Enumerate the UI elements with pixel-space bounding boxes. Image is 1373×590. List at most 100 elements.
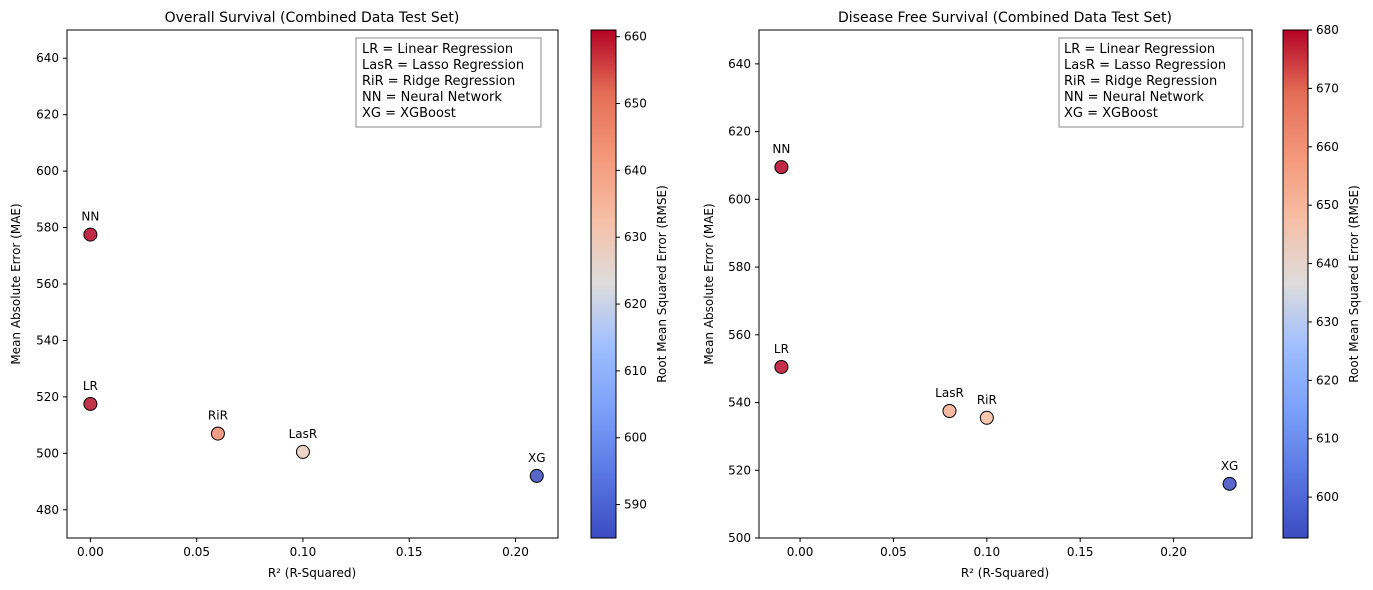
y-tick-label: 580: [36, 221, 59, 235]
legend-line: NN = Neural Network: [1064, 90, 1204, 105]
chart-title: Disease Free Survival (Combined Data Tes…: [838, 10, 1172, 26]
chart-title: Overall Survival (Combined Data Test Set…: [165, 10, 460, 26]
colorbar-tick-label: 600: [1316, 490, 1339, 504]
x-axis-ticks: 0.00 0.05 0.10 0.15 0.20: [787, 538, 1187, 559]
scatter-point-nn: [83, 227, 98, 242]
x-tick-label: 0.20: [502, 545, 529, 559]
colorbar: 590 600 610 620 630 640 650 660 Root Mean Squar…: [590, 29, 669, 539]
x-tick-label: 0.00: [77, 545, 104, 559]
y-tick-label: 520: [36, 390, 59, 404]
legend-line: LR = Linear Regression: [362, 42, 513, 57]
colorbar-tick-label: 630: [624, 230, 647, 244]
colorbar-ticks: 590 600 610 620 630 640 650 660: [616, 30, 647, 512]
scatter-point-lr: [83, 396, 98, 411]
legend-line: NN = Neural Network: [362, 90, 502, 105]
overall-survival-panel: Overall Survival (Combined Data Test Set…: [9, 10, 669, 580]
y-axis-label: Mean Absolute Error (MAE): [9, 203, 23, 364]
y-tick-label: 620: [36, 108, 59, 122]
y-tick-label: 640: [728, 57, 751, 71]
colorbar-tick-label: 600: [624, 431, 647, 445]
colorbar-tick-label: 620: [1316, 373, 1339, 387]
y-tick-label: 600: [36, 164, 59, 178]
colorbar-tick-label: 610: [624, 364, 647, 378]
y-tick-label: 540: [36, 333, 59, 347]
x-tick-label: 0.10: [973, 545, 1000, 559]
colorbar-tick-label: 670: [1316, 81, 1339, 95]
y-tick-label: 500: [36, 446, 59, 460]
point-label: LasR: [289, 427, 318, 441]
legend-line: XG = XGBoost: [362, 106, 456, 121]
scatter-point-rir: [979, 410, 994, 425]
scatter-point-lr: [774, 359, 789, 374]
colorbar-tick-label: 680: [1316, 23, 1339, 37]
colorbar: 600 610 620 630 640 650 660 670 680 Root Mean Sq…: [1282, 23, 1361, 539]
x-tick-label: 0.20: [1160, 545, 1187, 559]
x-axis-label: R² (R-Squared): [268, 566, 356, 580]
y-tick-label: 500: [728, 531, 751, 545]
y-axis-ticks: 480 500 520 540 560 580 600 620 640: [36, 51, 67, 517]
colorbar-tick-label: 660: [1316, 140, 1339, 154]
y-tick-label: 640: [36, 51, 59, 65]
x-axis-ticks: 0.00 0.05 0.10 0.15 0.20: [77, 538, 529, 559]
scatter-point-xg: [529, 468, 544, 483]
x-tick-label: 0.05: [880, 545, 907, 559]
point-label: RiR: [208, 409, 228, 423]
legend-line: LasR = Lasso Regression: [1064, 58, 1226, 73]
point-label: XG: [1221, 459, 1239, 473]
point-label: NN: [81, 210, 99, 224]
colorbar-tick-label: 650: [624, 97, 647, 111]
point-label: LR: [83, 379, 98, 393]
legend-line: LR = Linear Regression: [1064, 42, 1215, 57]
y-tick-label: 600: [728, 192, 751, 206]
scatter-points: NN LR LasR RiR XG: [772, 142, 1239, 491]
colorbar-tick-label: 630: [1316, 315, 1339, 329]
y-tick-label: 620: [728, 125, 751, 139]
legend-box: LR = Linear Regression LasR = Lasso Regr…: [1058, 37, 1244, 128]
point-label: RiR: [977, 393, 997, 407]
y-tick-label: 520: [728, 463, 751, 477]
y-tick-label: 540: [728, 396, 751, 410]
scatter-point-nn: [774, 160, 789, 175]
y-tick-label: 560: [728, 328, 751, 342]
colorbar-tick-label: 640: [624, 163, 647, 177]
y-tick-label: 480: [36, 503, 59, 517]
legend-box: LR = Linear Regression LasR = Lasso Regr…: [355, 37, 542, 128]
x-axis-label: R² (R-Squared): [961, 566, 1049, 580]
y-tick-label: 580: [728, 260, 751, 274]
legend-line: RiR = Ridge Regression: [1064, 74, 1217, 89]
point-label: LasR: [935, 386, 964, 400]
colorbar-tick-label: 590: [624, 498, 647, 512]
colorbar-tick-label: 660: [624, 30, 647, 44]
x-tick-label: 0.00: [787, 545, 814, 559]
point-label: NN: [772, 142, 790, 156]
colorbar-gradient: [590, 29, 617, 539]
x-tick-label: 0.15: [396, 545, 423, 559]
colorbar-tick-label: 650: [1316, 198, 1339, 212]
y-tick-label: 560: [36, 277, 59, 291]
legend-line: LasR = Lasso Regression: [362, 58, 524, 73]
scatter-points: NN LR RiR LasR XG: [81, 210, 546, 483]
y-axis-label: Mean Absolute Error (MAE): [702, 203, 716, 364]
y-axis-ticks: 500 520 540 560 580 600 620 640: [728, 57, 759, 545]
colorbar-ticks: 600 610 620 630 640 650 660 670 680: [1308, 23, 1339, 504]
legend-line: RiR = Ridge Regression: [362, 74, 515, 89]
colorbar-label: Root Mean Squared Error (RMSE): [655, 185, 669, 383]
colorbar-label: Root Mean Squared Error (RMSE): [1347, 185, 1361, 383]
plot-frame: [758, 29, 1253, 539]
colorbar-gradient: [1282, 29, 1309, 539]
scatter-point-lasr: [295, 444, 310, 459]
legend-line: XG = XGBoost: [1064, 106, 1158, 121]
x-tick-label: 0.05: [183, 545, 210, 559]
scatter-point-rir: [210, 426, 225, 441]
disease-free-survival-panel: Disease Free Survival (Combined Data Tes…: [702, 10, 1361, 580]
x-tick-label: 0.15: [1067, 545, 1094, 559]
colorbar-tick-label: 620: [624, 297, 647, 311]
scatter-point-lasr: [942, 404, 957, 418]
x-tick-label: 0.10: [290, 545, 317, 559]
point-label: LR: [774, 342, 789, 356]
colorbar-tick-label: 610: [1316, 432, 1339, 446]
colorbar-tick-label: 640: [1316, 257, 1339, 271]
point-label: XG: [528, 451, 546, 465]
scatter-point-xg: [1222, 476, 1237, 491]
